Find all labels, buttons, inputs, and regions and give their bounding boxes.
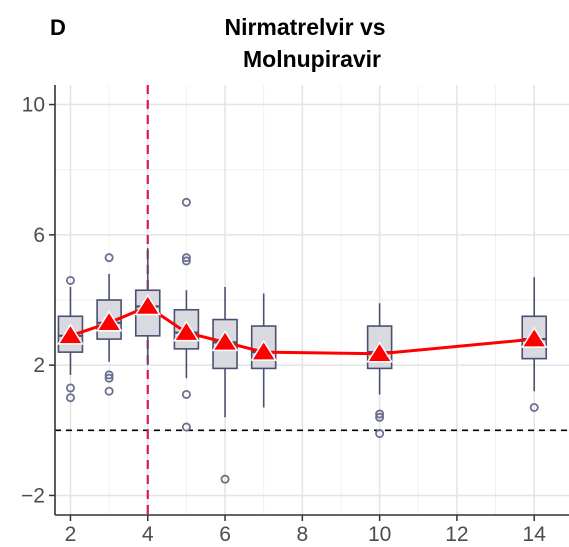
- outlier-point: [375, 429, 385, 439]
- mean-marker-14: [520, 326, 548, 348]
- mean-marker-5: [173, 320, 200, 342]
- outlier-point: [104, 386, 114, 396]
- y-tick-label: 10: [22, 94, 45, 117]
- x-axis-ticks: 2 4 6 8 10 12 14: [65, 515, 547, 546]
- x-tick-label: 10: [368, 523, 391, 546]
- outlier-point: [65, 393, 75, 403]
- x-tick-label: 4: [142, 523, 154, 546]
- y-tick-label: −2: [21, 484, 45, 507]
- y-tick-label: 6: [33, 224, 45, 247]
- x-tick-label: 2: [65, 523, 77, 546]
- outlier-point: [529, 402, 539, 412]
- mean-marker-10: [366, 341, 393, 363]
- outlier-point: [104, 370, 114, 380]
- panel-tag: D: [50, 15, 66, 40]
- chart-title-line-2: Molnupiravir: [243, 46, 381, 72]
- y-tick-label: 2: [33, 354, 45, 377]
- x-tick-label: 14: [523, 523, 547, 546]
- mean-markers: [57, 294, 548, 363]
- outlier-point: [65, 383, 75, 393]
- outlier-point: [65, 275, 75, 285]
- boxplot-10: [366, 303, 393, 439]
- x-tick-label: 12: [445, 523, 468, 546]
- outlier-point: [181, 253, 191, 263]
- mean-line: [69, 304, 535, 356]
- outlier-point: [181, 197, 191, 207]
- outlier-point: [375, 409, 385, 419]
- chart-title-line-1: Nirmatrelvir vs: [224, 14, 385, 40]
- y-axis-ticks: −2 2 6 10: [21, 94, 55, 507]
- outlier-point: [220, 474, 230, 484]
- mean-marker-7: [250, 339, 278, 361]
- mean-marker-4: [134, 294, 162, 316]
- outlier-point: [375, 412, 385, 422]
- grid: [55, 85, 569, 515]
- outlier-point: [104, 253, 114, 263]
- x-tick-label: 6: [219, 523, 231, 546]
- mean-marker-3: [95, 310, 123, 332]
- axes: [54, 85, 569, 516]
- outlier-point: [181, 256, 191, 266]
- mean-marker-6: [211, 329, 239, 352]
- x-tick-label: 8: [296, 523, 308, 546]
- outlier-point: [181, 422, 191, 432]
- mean-marker-2: [57, 323, 84, 345]
- outlier-point: [181, 389, 191, 399]
- outlier-point: [104, 373, 114, 383]
- mean-series-line: [69, 304, 535, 356]
